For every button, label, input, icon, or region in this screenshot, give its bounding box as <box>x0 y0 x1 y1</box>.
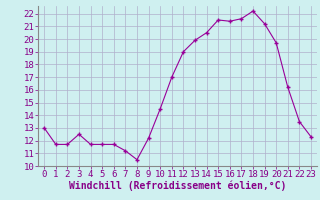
X-axis label: Windchill (Refroidissement éolien,°C): Windchill (Refroidissement éolien,°C) <box>69 181 286 191</box>
